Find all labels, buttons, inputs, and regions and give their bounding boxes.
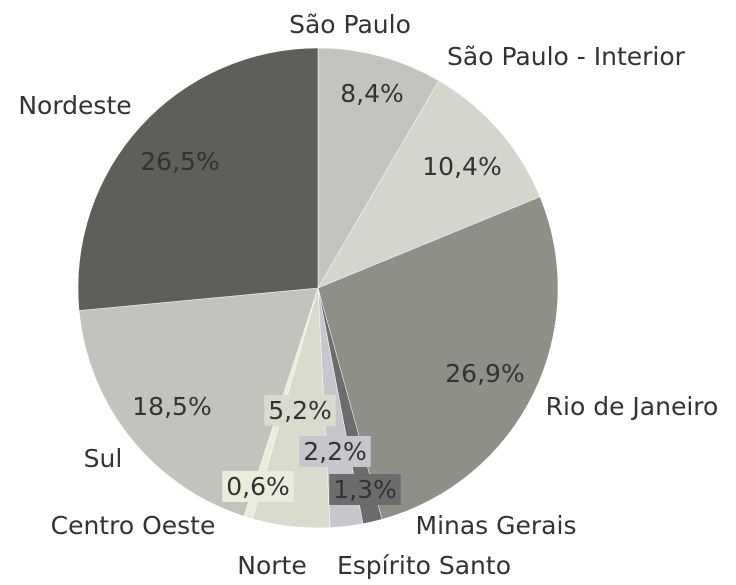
data-label: 26,5% bbox=[140, 147, 219, 176]
pie-slice bbox=[78, 287, 319, 517]
label-box bbox=[329, 474, 401, 505]
pie-slice bbox=[77, 47, 319, 311]
data-label: 26,9% bbox=[445, 359, 524, 388]
data-label: 5,2% bbox=[268, 396, 332, 425]
data-label: 2,2% bbox=[303, 437, 367, 466]
label-box bbox=[299, 436, 371, 467]
pie-slice bbox=[317, 47, 440, 289]
slice-name: Sul bbox=[84, 444, 123, 473]
slice-name: Espírito Santo bbox=[337, 551, 511, 580]
slice-name: São Paulo - Interior bbox=[447, 42, 686, 71]
slice-name: São Paulo bbox=[289, 10, 411, 39]
pie-slice bbox=[317, 196, 559, 520]
data-label: 8,4% bbox=[340, 79, 404, 108]
data-label: 0,6% bbox=[226, 472, 290, 501]
slice-name: Minas Gerais bbox=[416, 511, 577, 540]
slice-name: Centro Oeste bbox=[51, 511, 216, 540]
label-box bbox=[264, 395, 336, 426]
label-box bbox=[222, 471, 294, 502]
data-label: 18,5% bbox=[132, 392, 211, 421]
pie-slice bbox=[317, 80, 541, 289]
slice-name: Nordeste bbox=[18, 91, 131, 120]
data-label: 10,4% bbox=[422, 152, 501, 181]
slice-name: Norte bbox=[237, 551, 306, 580]
slice-name: Rio de Janeiro bbox=[546, 392, 719, 421]
data-label: 1,3% bbox=[333, 475, 397, 504]
